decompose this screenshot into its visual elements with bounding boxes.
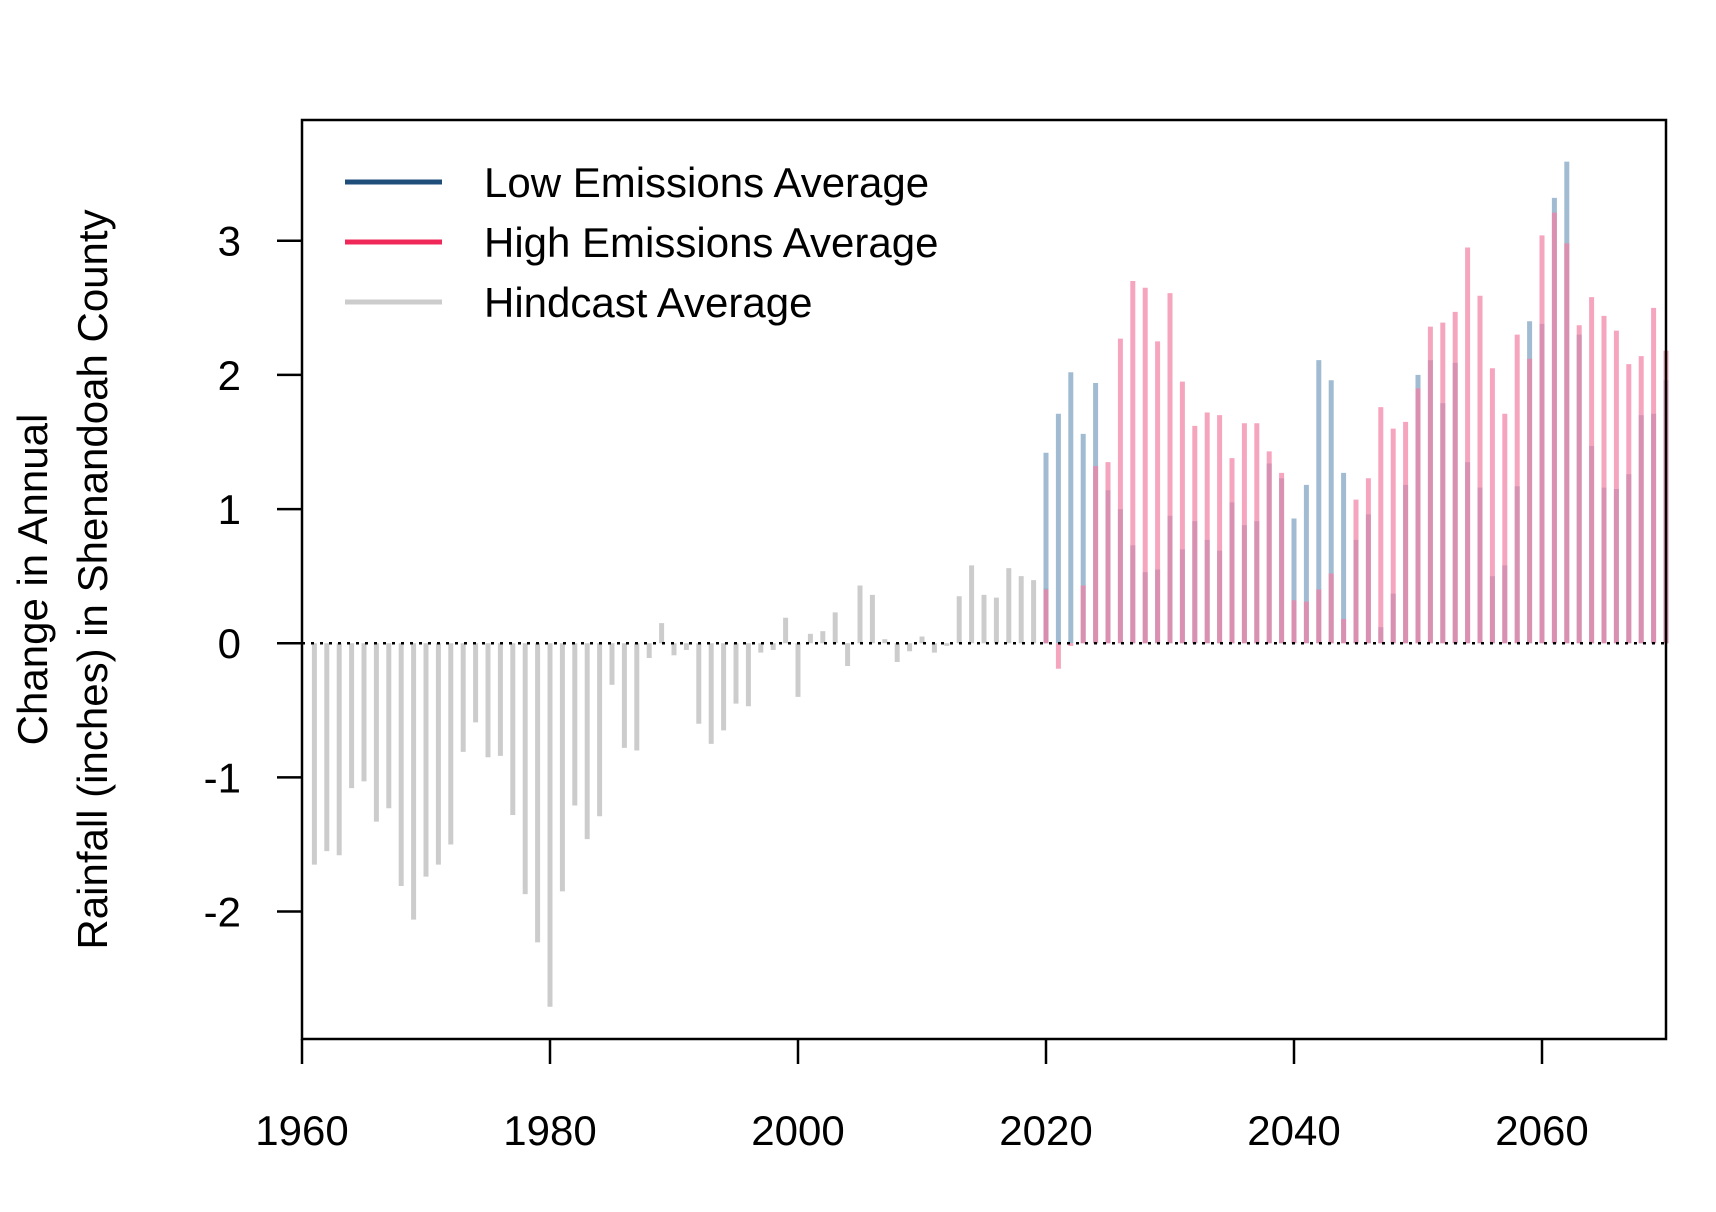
legend: Low Emissions Average High Emissions Aver… — [345, 159, 938, 326]
y-tick-label: 0 — [218, 620, 241, 667]
legend-label-hindcast: Hindcast Average — [484, 279, 812, 326]
y-tick-label: 1 — [218, 486, 241, 533]
legend-label-low-emissions: Low Emissions Average — [484, 159, 929, 206]
axes-layer: 1960 1980 2000 2020 2040 2060 -2 -1 0 1 2 3 Change i… — [9, 118, 1668, 1154]
y-axis-title-line-1: Change in Annual — [9, 414, 56, 746]
y-tick-label: 2 — [218, 352, 241, 399]
legend-label-high-emissions: High Emissions Average — [484, 219, 938, 266]
x-tick-label: 1960 — [255, 1107, 348, 1154]
y-tick-label: -1 — [204, 754, 241, 801]
x-tick-label: 2000 — [751, 1107, 844, 1154]
bars-layer — [311, 161, 1669, 1007]
y-tick-label: -2 — [204, 889, 241, 936]
x-tick-label: 1980 — [503, 1107, 596, 1154]
x-tick-label: 2040 — [1247, 1107, 1340, 1154]
x-tick-label: 2060 — [1495, 1107, 1588, 1154]
plot-frame — [300, 118, 1668, 1041]
y-tick-label: 3 — [218, 218, 241, 265]
y-axis-title-line-2: Rainfall (inches) in Shenandoah County — [69, 209, 116, 949]
x-tick-label: 2020 — [999, 1107, 1092, 1154]
